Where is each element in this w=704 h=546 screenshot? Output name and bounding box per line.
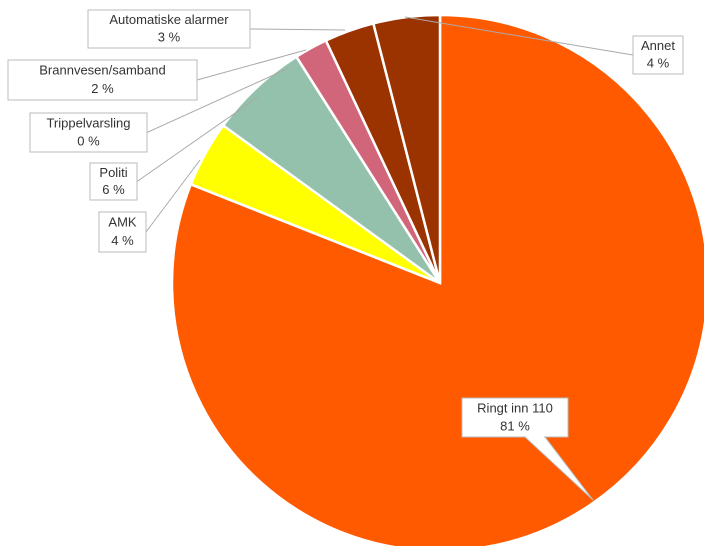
category-label: Brannvesen/samband	[39, 63, 165, 78]
label-box	[29, 112, 148, 153]
value-label: 0 %	[77, 133, 100, 148]
label-box	[87, 9, 251, 49]
category-label: Politi	[99, 165, 127, 180]
label-box	[7, 59, 198, 101]
value-label: 81 %	[500, 418, 530, 433]
value-label: 4 %	[647, 56, 670, 71]
category-label: AMK	[108, 215, 137, 230]
leader-line	[196, 49, 307, 81]
label-box	[98, 211, 147, 253]
leader-line	[145, 159, 201, 233]
leader-line	[404, 16, 634, 56]
label-box	[632, 35, 684, 75]
category-label: Automatiske alarmer	[109, 12, 229, 27]
leader-line	[146, 67, 290, 133]
value-label: 4 %	[111, 233, 134, 248]
category-label: Trippelvarsling	[46, 115, 130, 130]
pie-slice	[170, 13, 704, 546]
category-label: Ringt inn 110	[477, 400, 553, 415]
value-label: 3 %	[158, 30, 181, 45]
callout-pointer	[524, 436, 594, 501]
value-label: 6 %	[102, 182, 125, 197]
label-box	[461, 397, 569, 438]
leader-line	[249, 28, 346, 31]
callout-cover	[526, 436, 544, 438]
label-box	[89, 162, 138, 201]
leader-line	[136, 96, 259, 182]
category-label: Annet	[641, 38, 675, 53]
value-label: 2 %	[91, 81, 114, 96]
